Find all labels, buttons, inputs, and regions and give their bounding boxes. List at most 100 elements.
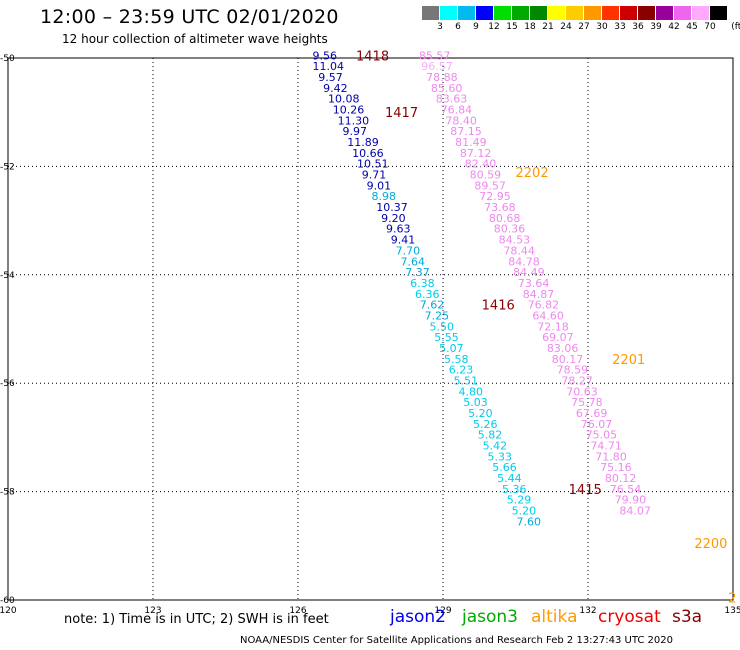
- track-pass-label: 1418: [356, 49, 389, 64]
- plot-frame: [7, 57, 734, 601]
- swh-value-label: 10.51: [357, 158, 389, 171]
- swh-value-label: 9.01: [367, 179, 392, 192]
- legend-swatch: [422, 6, 440, 20]
- legend-label: 12: [488, 22, 500, 32]
- swh-value-label: 9.71: [362, 169, 387, 182]
- legend-label: 21: [542, 22, 554, 32]
- swh-value-label: 6.23: [449, 364, 474, 377]
- legend-swatch: [512, 6, 530, 20]
- legend-label: 15: [506, 22, 518, 32]
- swh-value-label: 83.63: [436, 93, 468, 106]
- swh-value-label: 78.40: [445, 114, 477, 127]
- swh-value-label: 5.03: [463, 396, 488, 409]
- swh-value-label: 85.57: [419, 49, 451, 62]
- swh-value-label: 11.04: [313, 60, 345, 73]
- swh-value-label: 76.07: [581, 418, 613, 431]
- swh-value-label: 9.41: [391, 234, 416, 247]
- legend-swatch: [638, 6, 656, 20]
- swh-value-label: 4.80: [458, 385, 483, 398]
- track-pass-label: 2202: [516, 166, 549, 181]
- legend-swatch: [530, 6, 548, 20]
- swh-value-label: 11.89: [347, 136, 379, 149]
- swh-value-label: 7.37: [405, 266, 430, 279]
- swh-value-label: 78.44: [503, 244, 534, 257]
- swh-value-label: 9.57: [318, 71, 343, 84]
- swh-value-label: 89.57: [474, 179, 506, 192]
- legend-swatch: [602, 6, 620, 20]
- x-tick-label: 132: [579, 606, 596, 616]
- y-tick-label: -60: [0, 596, 15, 606]
- legend-label: 36: [632, 22, 644, 32]
- swh-value-label: 80.17: [552, 353, 584, 366]
- legend-label: 9: [473, 22, 479, 32]
- legend-label: 33: [614, 22, 626, 32]
- swh-value-label: 6.36: [415, 288, 440, 301]
- x-tick-label: 126: [289, 606, 306, 616]
- swh-value-label: 5.26: [473, 418, 498, 431]
- legend-label: 6: [455, 22, 461, 32]
- swh-value-label: 75.16: [600, 461, 632, 474]
- swh-value-label: 84.07: [619, 505, 651, 518]
- satellite-jason3: jason3: [462, 607, 518, 627]
- swh-value-label: 75.05: [586, 429, 618, 442]
- swh-value-label: 5.66: [492, 461, 517, 474]
- x-tick-label: 123: [144, 606, 161, 616]
- swh-value-label: 84.78: [508, 255, 540, 268]
- track-pass-label: 2200: [694, 537, 727, 552]
- swh-value-label: 84.87: [523, 288, 555, 301]
- swh-value-label: 80.12: [605, 472, 637, 485]
- swh-value-label: 84.53: [499, 234, 531, 247]
- credit-line: NOAA/NESDIS Center for Satellite Applica…: [240, 635, 673, 646]
- swh-value-label: 73.64: [518, 277, 550, 290]
- note-text: note: 1) Time is in UTC; 2) SWH is in fe…: [64, 612, 329, 627]
- legend-label: 42: [668, 22, 680, 32]
- swh-value-label: 5.33: [487, 450, 512, 463]
- legend-label: 27: [578, 22, 590, 32]
- swh-value-label: 9.63: [386, 223, 411, 236]
- legend-unit: (ft): [731, 22, 740, 32]
- swh-value-label: 84.49: [513, 266, 545, 279]
- legend-swatch: [584, 6, 602, 20]
- swh-value-label: 5.55: [434, 331, 459, 344]
- swh-value-label: 10.37: [376, 201, 408, 214]
- swh-value-label: 7.62: [420, 299, 445, 312]
- track-pass-label: 2: [728, 591, 736, 606]
- y-tick-label: -58: [0, 488, 15, 498]
- swh-value-label: 70.63: [566, 385, 598, 398]
- legend-swatch: [710, 6, 728, 20]
- y-tick-label: -52: [0, 162, 15, 172]
- swh-value-label: 87.12: [460, 147, 492, 160]
- legend-label: 39: [650, 22, 662, 32]
- swh-value-label: 78.59: [557, 364, 589, 377]
- swh-value-label: 9.20: [381, 212, 406, 225]
- track-pass-label: 1415: [569, 483, 602, 498]
- swh-value-label: 76.84: [441, 103, 473, 116]
- satellite-cryosat: cryosat: [598, 607, 661, 627]
- swh-value-label: 78.27: [561, 374, 593, 387]
- track-pass-label: 2201: [612, 353, 645, 368]
- swh-value-label: 80.68: [489, 212, 520, 225]
- legend-label: 70: [704, 22, 716, 32]
- swh-value-label: 82.40: [465, 158, 497, 171]
- legend-label: 18: [524, 22, 536, 32]
- legend-swatch: [440, 6, 458, 20]
- swh-value-label: 7.64: [400, 255, 425, 268]
- swh-value-label: 5.58: [444, 353, 469, 366]
- swh-value-label: 76.54: [610, 483, 642, 496]
- swh-value-label: 74.71: [590, 440, 622, 453]
- satellite-s3a: s3a: [672, 607, 703, 627]
- swh-value-label: 69.07: [542, 331, 574, 344]
- swh-value-label: 79.90: [615, 494, 647, 507]
- swh-value-label: 8.98: [371, 190, 396, 203]
- swh-value-label: 75.78: [571, 396, 603, 409]
- swh-value-label: 9.42: [323, 82, 348, 95]
- swh-value-label: 5.20: [512, 505, 536, 518]
- legend-swatch: [566, 6, 584, 20]
- swh-value-label: 5.36: [502, 483, 527, 496]
- track-pass-label: 1416: [482, 299, 515, 314]
- legend-swatch: [548, 6, 566, 20]
- satellite-jason2: jason2: [390, 607, 446, 627]
- swh-value-label: 72.18: [537, 320, 569, 333]
- x-tick-label: 120: [0, 606, 17, 616]
